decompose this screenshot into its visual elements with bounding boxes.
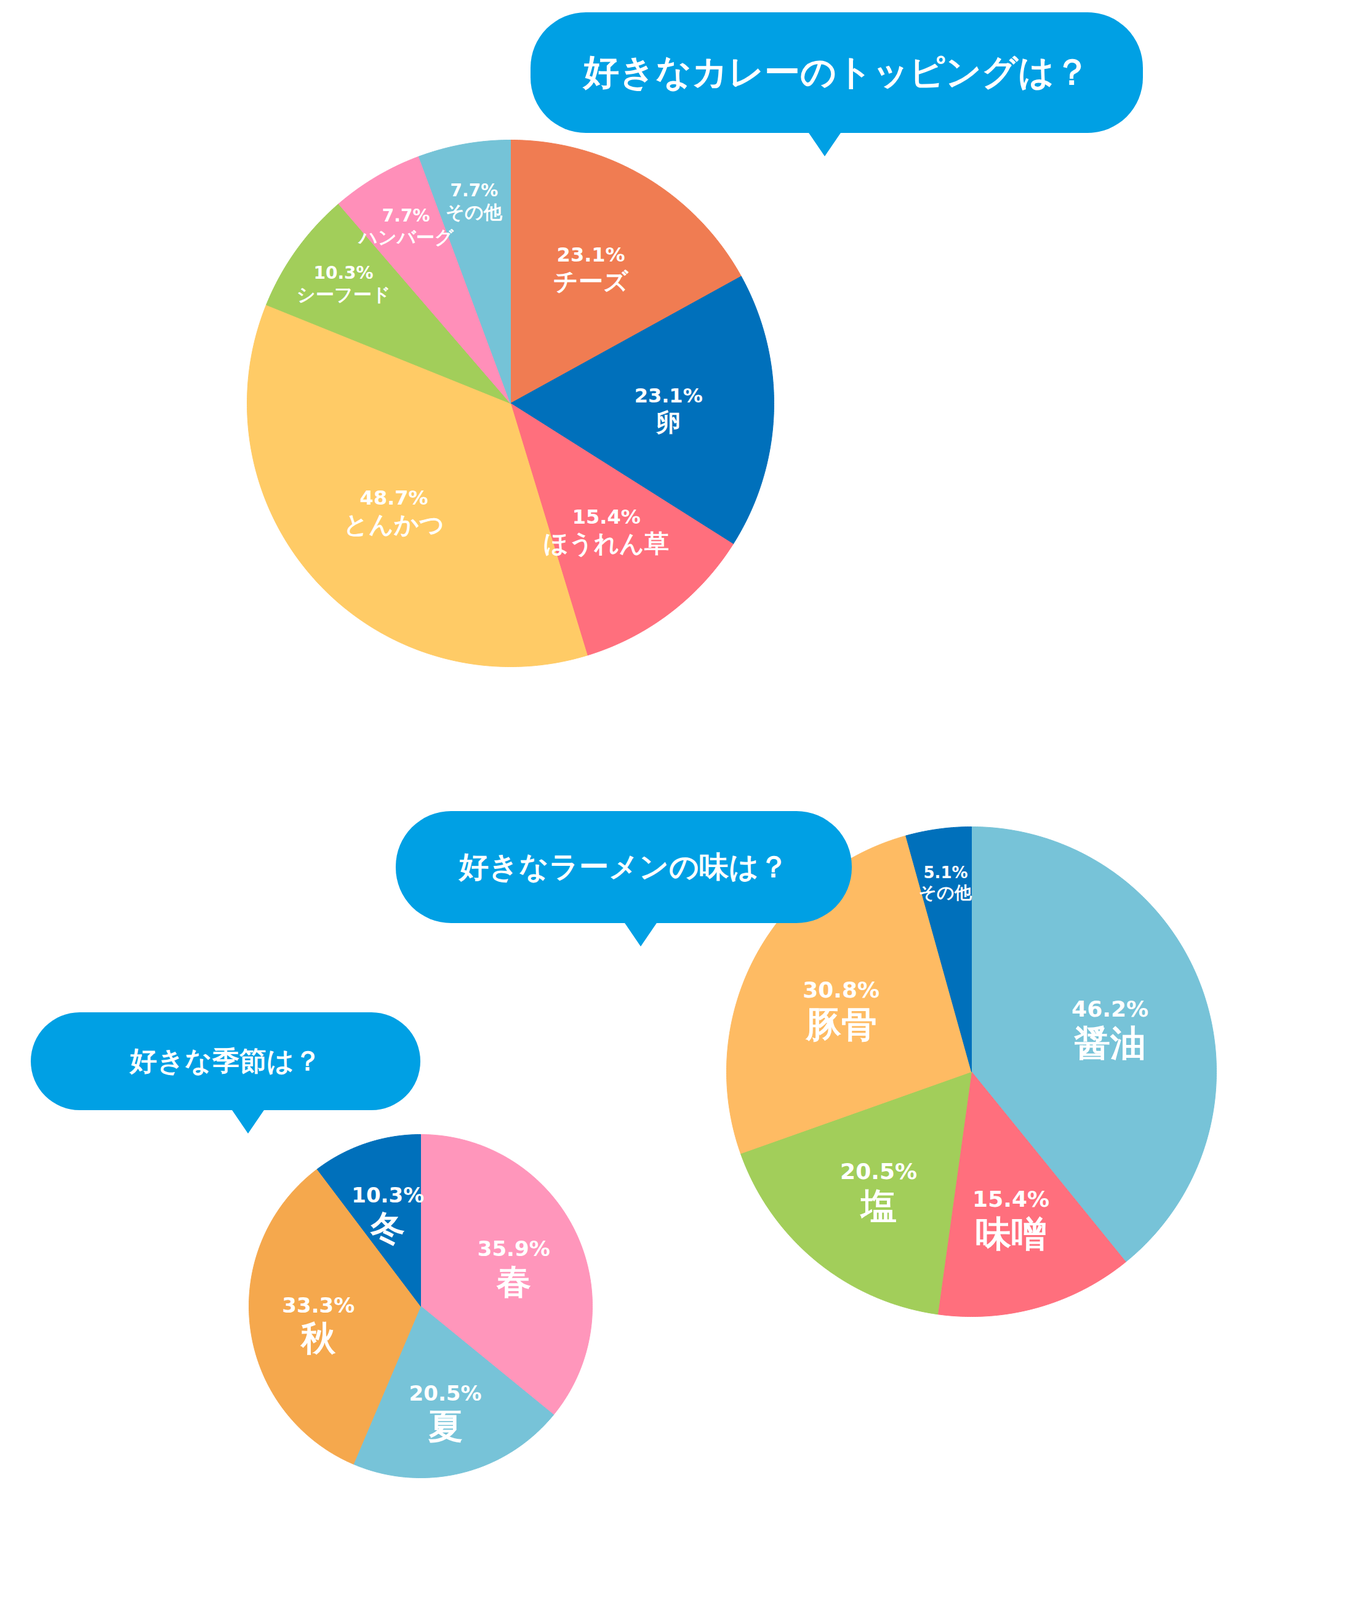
svg-text:塩: 塩 <box>859 1185 897 1228</box>
svg-text:ハンバーグ: ハンバーグ <box>357 226 455 249</box>
svg-text:23.1%: 23.1% <box>634 384 703 408</box>
svg-text:15.4%: 15.4% <box>572 505 641 529</box>
svg-text:20.5%: 20.5% <box>409 1381 482 1406</box>
svg-text:46.2%: 46.2% <box>1071 996 1149 1022</box>
svg-text:秋: 秋 <box>299 1318 337 1359</box>
svg-text:チーズ: チーズ <box>553 267 629 296</box>
svg-text:その他: その他 <box>445 201 503 223</box>
svg-text:10.3%: 10.3% <box>313 262 373 284</box>
svg-text:シーフード: シーフード <box>296 283 391 306</box>
svg-text:とんかつ: とんかつ <box>343 510 445 539</box>
html-text:好きなラーメンの味は？: 好きなラーメンの味は？ <box>459 849 789 884</box>
svg-text:春: 春 <box>496 1261 532 1302</box>
svg-text:豚骨: 豚骨 <box>805 1003 878 1046</box>
html-text:好きなカレーのトッピングは？: 好きなカレーのトッピングは？ <box>583 51 1090 93</box>
svg-text:冬: 冬 <box>369 1208 405 1249</box>
svg-text:醤油: 醤油 <box>1073 1022 1146 1065</box>
svg-text:33.3%: 33.3% <box>281 1293 355 1318</box>
svg-text:その他: その他 <box>918 882 973 903</box>
svg-text:ほうれん草: ほうれん草 <box>543 529 669 558</box>
svg-text:20.5%: 20.5% <box>840 1158 918 1185</box>
svg-text:23.1%: 23.1% <box>556 243 626 267</box>
svg-text:卵: 卵 <box>655 408 681 437</box>
svg-text:30.8%: 30.8% <box>802 977 880 1003</box>
svg-text:5.1%: 5.1% <box>923 863 968 882</box>
svg-text:48.7%: 48.7% <box>360 486 429 510</box>
svg-text:35.9%: 35.9% <box>477 1236 551 1262</box>
svg-text:味噌: 味噌 <box>975 1213 1047 1255</box>
svg-text:7.7%: 7.7% <box>382 205 431 226</box>
svg-text:夏: 夏 <box>428 1406 463 1447</box>
svg-text:7.7%: 7.7% <box>450 180 499 201</box>
svg-text:10.3%: 10.3% <box>351 1182 425 1208</box>
svg-text:15.4%: 15.4% <box>972 1186 1050 1212</box>
html-text:好きな季節は？: 好きな季節は？ <box>129 1045 322 1077</box>
